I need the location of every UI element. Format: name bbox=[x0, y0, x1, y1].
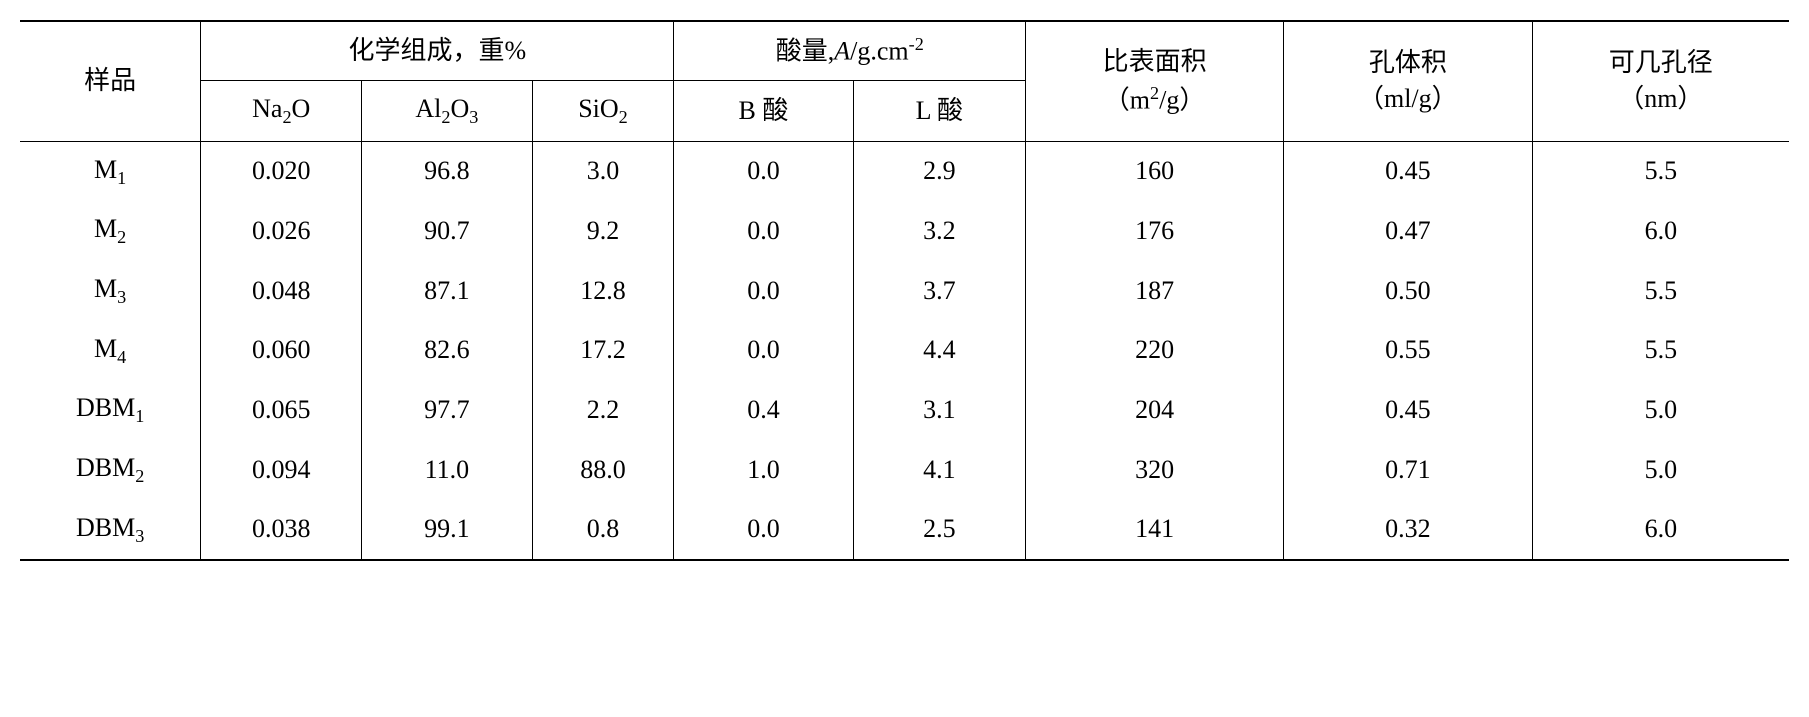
header-b-acid: B 酸 bbox=[674, 81, 853, 142]
cell-na2o: 0.038 bbox=[201, 500, 362, 561]
cell-sample: M4 bbox=[20, 321, 201, 381]
cell-al2o3: 82.6 bbox=[362, 321, 532, 381]
cell-pore-vol: 0.55 bbox=[1284, 321, 1533, 381]
cell-pore-vol: 0.45 bbox=[1284, 380, 1533, 440]
header-l-acid: L 酸 bbox=[853, 81, 1026, 142]
table-row: DBM30.03899.10.80.02.51410.326.0 bbox=[20, 500, 1789, 561]
cell-surface: 187 bbox=[1026, 261, 1284, 321]
cell-b-acid: 0.0 bbox=[674, 261, 853, 321]
header-sample: 样品 bbox=[20, 21, 201, 141]
cell-surface: 320 bbox=[1026, 440, 1284, 500]
table-row: M20.02690.79.20.03.21760.476.0 bbox=[20, 201, 1789, 261]
cell-b-acid: 1.0 bbox=[674, 440, 853, 500]
header-al2o3: Al2O3 bbox=[362, 81, 532, 142]
cell-sio2: 2.2 bbox=[532, 380, 674, 440]
table-row: M40.06082.617.20.04.42200.555.5 bbox=[20, 321, 1789, 381]
cell-sio2: 0.8 bbox=[532, 500, 674, 561]
cell-pore-dia: 5.5 bbox=[1532, 321, 1789, 381]
cell-sample: DBM3 bbox=[20, 500, 201, 561]
cell-b-acid: 0.4 bbox=[674, 380, 853, 440]
cell-l-acid: 4.1 bbox=[853, 440, 1026, 500]
cell-pore-vol: 0.50 bbox=[1284, 261, 1533, 321]
cell-pore-dia: 5.0 bbox=[1532, 440, 1789, 500]
cell-al2o3: 96.8 bbox=[362, 141, 532, 201]
cell-sio2: 88.0 bbox=[532, 440, 674, 500]
cell-surface: 204 bbox=[1026, 380, 1284, 440]
header-chem-group: 化学组成，重% bbox=[201, 21, 674, 81]
table-row: M10.02096.83.00.02.91600.455.5 bbox=[20, 141, 1789, 201]
cell-al2o3: 11.0 bbox=[362, 440, 532, 500]
table-row: DBM20.09411.088.01.04.13200.715.0 bbox=[20, 440, 1789, 500]
cell-sample: M1 bbox=[20, 141, 201, 201]
cell-na2o: 0.094 bbox=[201, 440, 362, 500]
cell-surface: 141 bbox=[1026, 500, 1284, 561]
cell-sio2: 17.2 bbox=[532, 321, 674, 381]
table-row: DBM10.06597.72.20.43.12040.455.0 bbox=[20, 380, 1789, 440]
cell-na2o: 0.060 bbox=[201, 321, 362, 381]
header-surface-area: 比表面积 （m2/g） bbox=[1026, 21, 1284, 141]
cell-b-acid: 0.0 bbox=[674, 321, 853, 381]
table-row: M30.04887.112.80.03.71870.505.5 bbox=[20, 261, 1789, 321]
cell-l-acid: 3.1 bbox=[853, 380, 1026, 440]
cell-na2o: 0.048 bbox=[201, 261, 362, 321]
cell-pore-dia: 6.0 bbox=[1532, 500, 1789, 561]
cell-na2o: 0.026 bbox=[201, 201, 362, 261]
cell-pore-vol: 0.32 bbox=[1284, 500, 1533, 561]
cell-sio2: 12.8 bbox=[532, 261, 674, 321]
table-body: M10.02096.83.00.02.91600.455.5M20.02690.… bbox=[20, 141, 1789, 560]
cell-sample: M2 bbox=[20, 201, 201, 261]
cell-sample: M3 bbox=[20, 261, 201, 321]
cell-l-acid: 2.9 bbox=[853, 141, 1026, 201]
cell-al2o3: 97.7 bbox=[362, 380, 532, 440]
cell-al2o3: 99.1 bbox=[362, 500, 532, 561]
cell-na2o: 0.065 bbox=[201, 380, 362, 440]
cell-l-acid: 2.5 bbox=[853, 500, 1026, 561]
header-sio2: SiO2 bbox=[532, 81, 674, 142]
cell-surface: 220 bbox=[1026, 321, 1284, 381]
cell-pore-dia: 5.0 bbox=[1532, 380, 1789, 440]
header-pore-volume: 孔体积 （ml/g） bbox=[1284, 21, 1533, 141]
cell-surface: 176 bbox=[1026, 201, 1284, 261]
cell-pore-dia: 5.5 bbox=[1532, 261, 1789, 321]
header-pore-diameter: 可几孔径 （nm） bbox=[1532, 21, 1789, 141]
cell-b-acid: 0.0 bbox=[674, 141, 853, 201]
cell-pore-vol: 0.47 bbox=[1284, 201, 1533, 261]
header-acid-group: 酸量,A/g.cm-2 bbox=[674, 21, 1026, 81]
cell-b-acid: 0.0 bbox=[674, 201, 853, 261]
cell-sio2: 9.2 bbox=[532, 201, 674, 261]
header-na2o: Na2O bbox=[201, 81, 362, 142]
cell-na2o: 0.020 bbox=[201, 141, 362, 201]
cell-sio2: 3.0 bbox=[532, 141, 674, 201]
cell-surface: 160 bbox=[1026, 141, 1284, 201]
cell-sample: DBM1 bbox=[20, 380, 201, 440]
cell-pore-vol: 0.45 bbox=[1284, 141, 1533, 201]
data-table: 样品 化学组成，重% 酸量,A/g.cm-2 比表面积 （m2/g） 孔体积 （… bbox=[20, 20, 1789, 561]
header-row-1: 样品 化学组成，重% 酸量,A/g.cm-2 比表面积 （m2/g） 孔体积 （… bbox=[20, 21, 1789, 81]
cell-pore-dia: 5.5 bbox=[1532, 141, 1789, 201]
cell-sample: DBM2 bbox=[20, 440, 201, 500]
cell-pore-dia: 6.0 bbox=[1532, 201, 1789, 261]
cell-l-acid: 4.4 bbox=[853, 321, 1026, 381]
cell-al2o3: 87.1 bbox=[362, 261, 532, 321]
cell-l-acid: 3.2 bbox=[853, 201, 1026, 261]
cell-pore-vol: 0.71 bbox=[1284, 440, 1533, 500]
cell-b-acid: 0.0 bbox=[674, 500, 853, 561]
cell-l-acid: 3.7 bbox=[853, 261, 1026, 321]
cell-al2o3: 90.7 bbox=[362, 201, 532, 261]
